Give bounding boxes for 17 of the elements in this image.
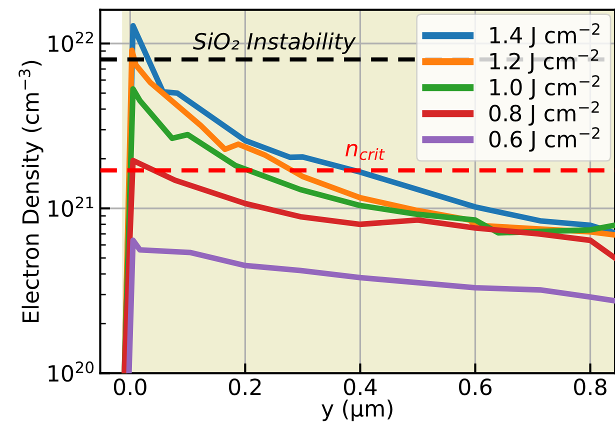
x-tick-label: 0.4 <box>344 378 377 396</box>
x-tick-label: 0.6 <box>459 378 492 396</box>
y-axis-title: Electron Density (cm$^{−3}$) <box>18 60 44 322</box>
legend-label: 0.6 J cm$^{−2}$ <box>489 127 600 152</box>
ref-line-label: SiO₂ Instability <box>193 32 356 54</box>
x-tick-label: 0.0 <box>114 378 146 396</box>
legend-label: 1.0 J cm$^{−2}$ <box>490 75 600 100</box>
x-tick-label: 0.2 <box>228 378 261 396</box>
y-tick-label: 10$^{22}$ <box>48 32 93 52</box>
legend-label: 1.2 J cm$^{−2}$ <box>490 49 598 74</box>
x-tick-label: 0.8 <box>574 378 606 396</box>
legend-label: 1.4 J cm$^{−2}$ <box>490 23 600 48</box>
y-tick-label: 10$^{20}$ <box>48 361 94 382</box>
x-axis-title: y (µm) <box>322 400 392 422</box>
ref-line-label: n$_{crit}$ <box>346 144 385 160</box>
legend-label: 0.8 J cm$^{−2}$ <box>489 101 599 126</box>
y-tick-label: 10$^{21}$ <box>48 196 94 217</box>
